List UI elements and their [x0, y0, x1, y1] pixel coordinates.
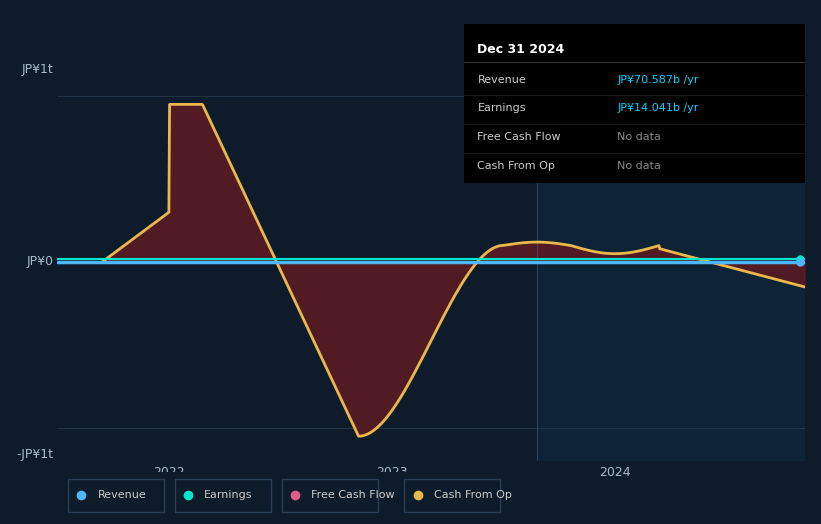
Bar — [404, 479, 501, 511]
Text: Free Cash Flow: Free Cash Flow — [311, 490, 395, 500]
Text: Revenue: Revenue — [478, 74, 526, 84]
Text: No data: No data — [617, 161, 661, 171]
Text: Earnings: Earnings — [478, 103, 526, 113]
Text: Free Cash Flow: Free Cash Flow — [478, 132, 561, 142]
Bar — [175, 479, 271, 511]
Text: -JP¥1t: -JP¥1t — [16, 448, 53, 461]
Text: Earnings: Earnings — [204, 490, 253, 500]
Bar — [68, 479, 164, 511]
Text: Dec 31 2024: Dec 31 2024 — [478, 43, 565, 56]
Bar — [57, 63, 537, 461]
Text: Revenue: Revenue — [98, 490, 146, 500]
Text: No data: No data — [617, 132, 661, 142]
Text: JP¥1t: JP¥1t — [22, 63, 53, 76]
Text: Cash From Op: Cash From Op — [433, 490, 511, 500]
Bar — [282, 479, 378, 511]
Text: Cash From Op: Cash From Op — [478, 161, 555, 171]
Text: JP¥70.587b /yr: JP¥70.587b /yr — [617, 74, 699, 84]
Text: JP¥0: JP¥0 — [27, 256, 53, 268]
Text: Past: Past — [778, 42, 805, 55]
Bar — [537, 63, 805, 461]
Text: JP¥14.041b /yr: JP¥14.041b /yr — [617, 103, 699, 113]
